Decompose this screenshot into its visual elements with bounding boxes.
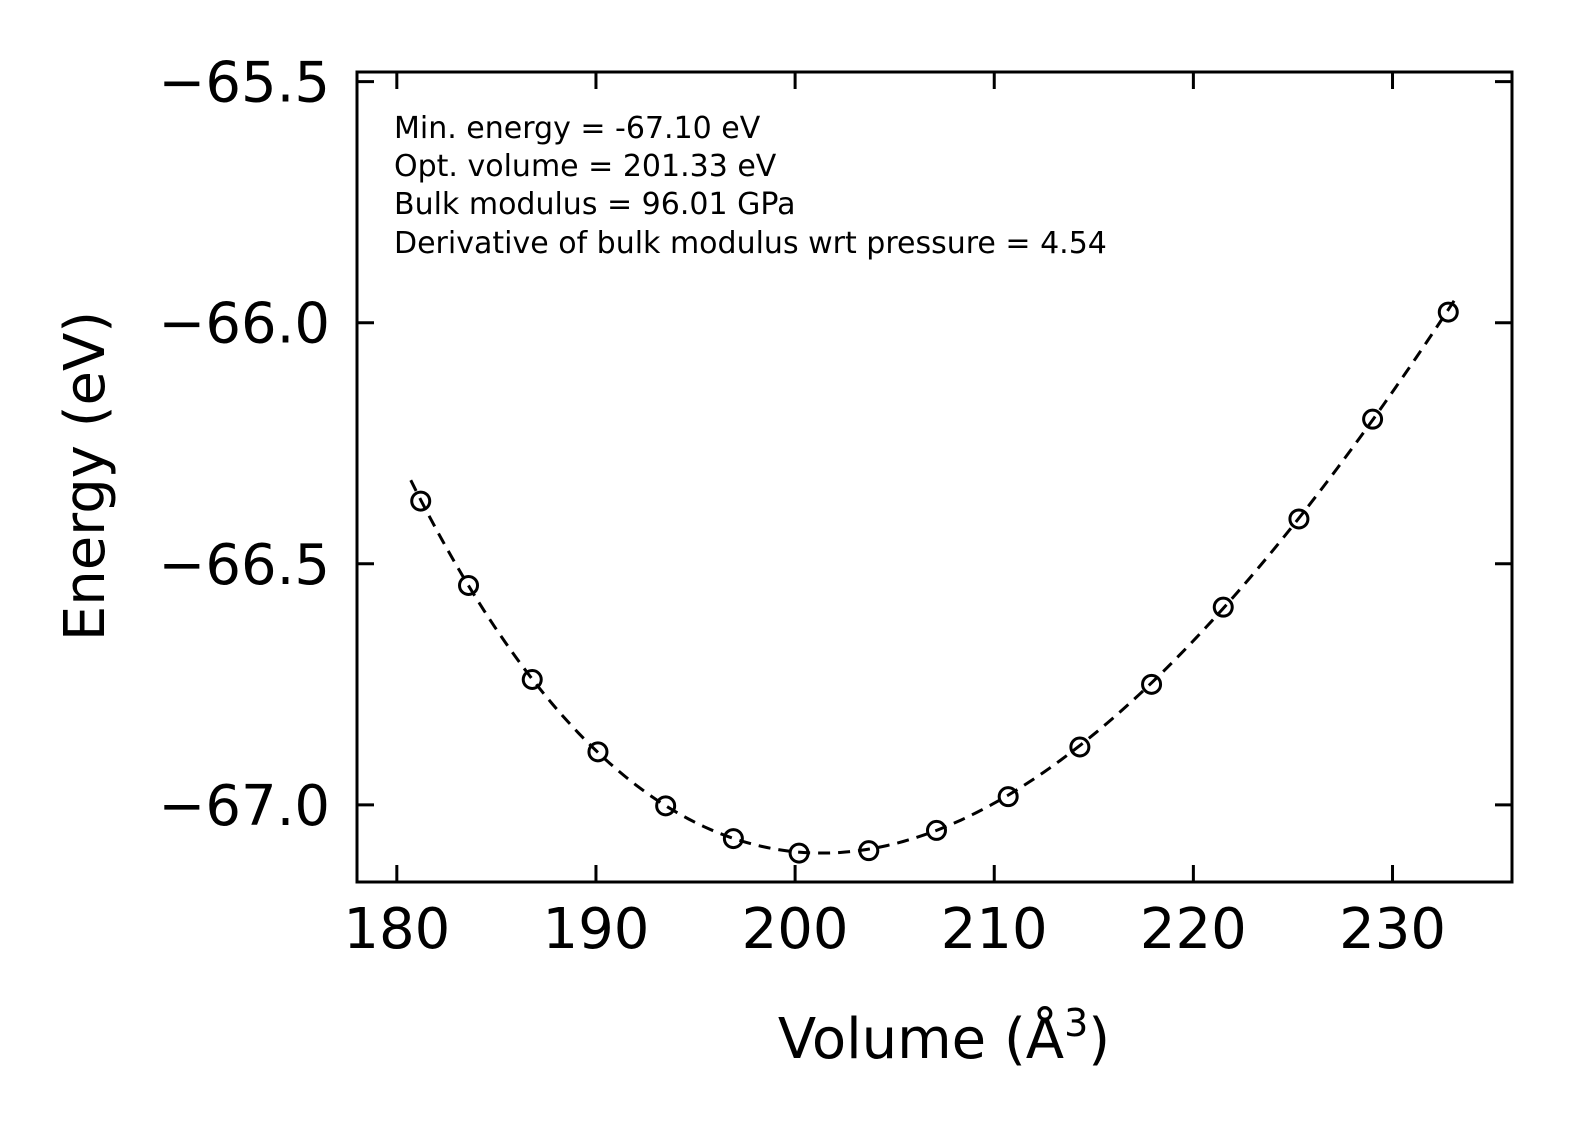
data-point: [1212, 596, 1234, 618]
x-tick-label: 200: [742, 897, 849, 962]
annotation-min-energy: Min. energy = -67.10 eV: [394, 111, 761, 146]
y-tick-label: −66.0: [158, 292, 330, 357]
data-point: [587, 741, 609, 763]
x-tick-label: 190: [543, 897, 650, 962]
data-point: [1141, 673, 1163, 695]
annotation-opt-volume: Opt. volume = 201.33 eV: [394, 149, 777, 184]
annotation-bulk-modulus-derivative: Derivative of bulk modulus wrt pressure …: [394, 226, 1107, 261]
data-point: [722, 828, 744, 850]
data-point: [410, 490, 432, 512]
axis-ticks: [357, 72, 1512, 882]
eos-fit-line: [409, 293, 1460, 855]
x-axis-label: Volume (Å3): [778, 1001, 1110, 1072]
x-tick-labels: 180 190 200 210 220 230: [343, 897, 1446, 962]
y-axis-label: Energy (eV): [53, 311, 118, 641]
data-point: [858, 840, 880, 862]
data-points: [410, 301, 1459, 864]
x-tick-label: 220: [1140, 897, 1247, 962]
x-tick-label: 230: [1339, 897, 1446, 962]
data-point: [997, 786, 1019, 808]
data-point: [1362, 408, 1384, 430]
annotation-bulk-modulus: Bulk modulus = 96.01 GPa: [394, 187, 795, 222]
data-point: [788, 842, 810, 864]
plot-frame: [355, 70, 1514, 884]
data-point: [925, 819, 947, 841]
data-point: [458, 574, 480, 596]
data-point: [655, 795, 677, 817]
fit-annotations: Min. energy = -67.10 eV Opt. volume = 20…: [394, 111, 1107, 261]
y-tick-label: −66.5: [158, 533, 330, 598]
data-point: [1288, 508, 1310, 530]
x-tick-label: 180: [343, 897, 450, 962]
data-point: [521, 669, 543, 690]
y-tick-labels: −65.5 −66.0 −66.5 −67.0: [158, 51, 330, 839]
data-point: [1069, 736, 1091, 758]
x-tick-label: 210: [941, 897, 1048, 962]
y-tick-label: −67.0: [158, 774, 330, 839]
y-tick-label: −65.5: [158, 51, 330, 116]
data-point: [1437, 301, 1459, 323]
